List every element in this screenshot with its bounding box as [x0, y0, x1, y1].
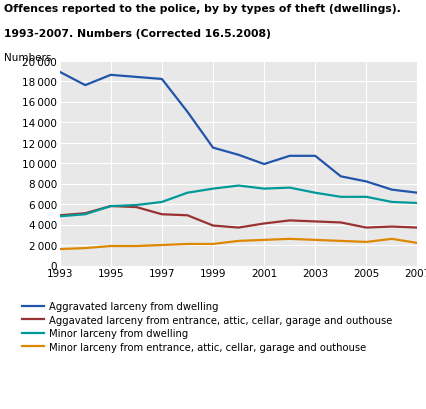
Minor larceny from dwelling — [364, 195, 369, 200]
Aggavated larceny from entrance, attic, cellar, garage and outhouse — [134, 205, 139, 210]
Aggavated larceny from entrance, attic, cellar, garage and outhouse — [210, 223, 216, 228]
Text: 1993-2007. Numbers (Corrected 16.5.2008): 1993-2007. Numbers (Corrected 16.5.2008) — [4, 29, 271, 38]
Minor larceny from entrance, attic, cellar, garage and outhouse — [83, 246, 88, 251]
Minor larceny from entrance, attic, cellar, garage and outhouse — [210, 242, 216, 247]
Aggravated larceny from dwelling — [83, 83, 88, 88]
Aggavated larceny from entrance, attic, cellar, garage and outhouse — [389, 225, 394, 229]
Aggavated larceny from entrance, attic, cellar, garage and outhouse — [287, 218, 292, 223]
Minor larceny from entrance, attic, cellar, garage and outhouse — [364, 240, 369, 245]
Minor larceny from dwelling — [210, 187, 216, 191]
Aggavated larceny from entrance, attic, cellar, garage and outhouse — [338, 220, 343, 225]
Minor larceny from entrance, attic, cellar, garage and outhouse — [236, 239, 241, 244]
Minor larceny from dwelling — [262, 187, 267, 191]
Minor larceny from entrance, attic, cellar, garage and outhouse — [185, 242, 190, 247]
Minor larceny from entrance, attic, cellar, garage and outhouse — [389, 237, 394, 242]
Minor larceny from dwelling — [389, 200, 394, 205]
Aggavated larceny from entrance, attic, cellar, garage and outhouse — [262, 222, 267, 227]
Minor larceny from dwelling — [287, 186, 292, 191]
Minor larceny from dwelling — [134, 203, 139, 208]
Aggravated larceny from dwelling — [364, 180, 369, 184]
Text: Offences reported to the police, by by types of theft (dwellings).: Offences reported to the police, by by t… — [4, 4, 401, 14]
Aggravated larceny from dwelling — [415, 191, 420, 196]
Minor larceny from dwelling — [57, 214, 62, 219]
Aggavated larceny from entrance, attic, cellar, garage and outhouse — [108, 204, 113, 209]
Minor larceny from entrance, attic, cellar, garage and outhouse — [159, 243, 164, 248]
Aggavated larceny from entrance, attic, cellar, garage and outhouse — [236, 226, 241, 231]
Aggavated larceny from entrance, attic, cellar, garage and outhouse — [313, 219, 318, 224]
Minor larceny from dwelling — [236, 184, 241, 189]
Aggravated larceny from dwelling — [287, 154, 292, 159]
Aggravated larceny from dwelling — [262, 162, 267, 167]
Aggavated larceny from entrance, attic, cellar, garage and outhouse — [83, 211, 88, 216]
Line: Aggravated larceny from dwelling: Aggravated larceny from dwelling — [60, 73, 417, 193]
Minor larceny from entrance, attic, cellar, garage and outhouse — [338, 239, 343, 244]
Aggavated larceny from entrance, attic, cellar, garage and outhouse — [415, 226, 420, 231]
Minor larceny from entrance, attic, cellar, garage and outhouse — [415, 241, 420, 246]
Minor larceny from entrance, attic, cellar, garage and outhouse — [108, 244, 113, 249]
Line: Minor larceny from entrance, attic, cellar, garage and outhouse: Minor larceny from entrance, attic, cell… — [60, 239, 417, 249]
Minor larceny from entrance, attic, cellar, garage and outhouse — [57, 247, 62, 252]
Aggavated larceny from entrance, attic, cellar, garage and outhouse — [57, 213, 62, 218]
Aggravated larceny from dwelling — [159, 77, 164, 82]
Minor larceny from dwelling — [159, 200, 164, 205]
Aggravated larceny from dwelling — [236, 153, 241, 158]
Aggravated larceny from dwelling — [210, 146, 216, 151]
Aggravated larceny from dwelling — [338, 174, 343, 179]
Minor larceny from dwelling — [415, 201, 420, 206]
Text: Numbers: Numbers — [4, 53, 52, 63]
Aggavated larceny from entrance, attic, cellar, garage and outhouse — [185, 213, 190, 218]
Minor larceny from entrance, attic, cellar, garage and outhouse — [134, 244, 139, 249]
Aggravated larceny from dwelling — [389, 188, 394, 193]
Aggavated larceny from entrance, attic, cellar, garage and outhouse — [364, 226, 369, 231]
Aggravated larceny from dwelling — [313, 154, 318, 159]
Aggravated larceny from dwelling — [57, 70, 62, 75]
Line: Aggavated larceny from entrance, attic, cellar, garage and outhouse: Aggavated larceny from entrance, attic, … — [60, 207, 417, 228]
Minor larceny from dwelling — [108, 204, 113, 209]
Minor larceny from dwelling — [185, 191, 190, 196]
Minor larceny from dwelling — [338, 195, 343, 200]
Aggavated larceny from entrance, attic, cellar, garage and outhouse — [159, 212, 164, 217]
Line: Minor larceny from dwelling: Minor larceny from dwelling — [60, 186, 417, 217]
Minor larceny from entrance, attic, cellar, garage and outhouse — [287, 237, 292, 242]
Aggravated larceny from dwelling — [134, 75, 139, 80]
Minor larceny from entrance, attic, cellar, garage and outhouse — [262, 238, 267, 243]
Aggravated larceny from dwelling — [108, 73, 113, 78]
Minor larceny from dwelling — [83, 212, 88, 217]
Legend: Aggravated larceny from dwelling, Aggavated larceny from entrance, attic, cellar: Aggravated larceny from dwelling, Aggava… — [22, 301, 392, 352]
Minor larceny from dwelling — [313, 191, 318, 196]
Minor larceny from entrance, attic, cellar, garage and outhouse — [313, 238, 318, 243]
Aggravated larceny from dwelling — [185, 110, 190, 115]
